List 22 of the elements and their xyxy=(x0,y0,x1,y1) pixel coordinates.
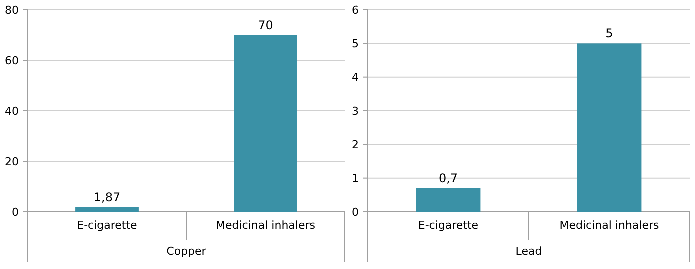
y-tick-label: 3 xyxy=(352,104,359,118)
y-tick-label: 2 xyxy=(352,138,359,152)
x-axis-title: Lead xyxy=(516,245,542,258)
y-tick-label: 0 xyxy=(352,206,359,219)
x-tick-label: E-cigarette xyxy=(77,219,138,232)
data-label: 5 xyxy=(606,26,614,41)
x-axis-title: Copper xyxy=(166,245,207,258)
y-tick-label: 20 xyxy=(5,155,19,168)
x-tick-label: E-cigarette xyxy=(418,219,479,232)
data-label: 0,7 xyxy=(438,171,458,186)
y-tick-label: 40 xyxy=(5,104,19,118)
data-label: 1,87 xyxy=(94,190,121,204)
y-tick-label: 4 xyxy=(352,71,359,84)
y-tick-label: 5 xyxy=(352,38,359,51)
data-label: 70 xyxy=(258,18,274,32)
y-tick-label: 60 xyxy=(5,54,19,68)
y-tick-label: 1 xyxy=(352,172,359,186)
x-tick-label: Medicinal inhalers xyxy=(216,219,316,232)
y-tick-label: 6 xyxy=(352,4,359,17)
y-tick-label: 80 xyxy=(5,4,19,17)
x-tick-label: Medicinal inhalers xyxy=(560,219,660,232)
y-tick-label: 0 xyxy=(12,206,19,219)
